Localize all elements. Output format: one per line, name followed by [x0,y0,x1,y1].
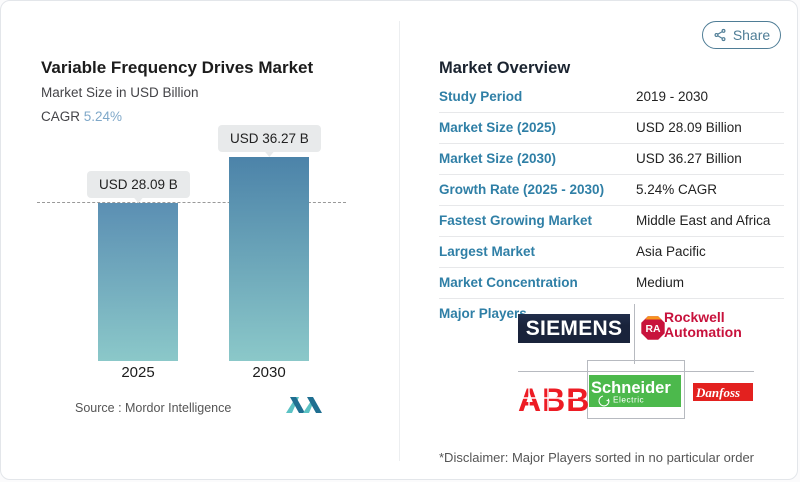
svg-text:Electric: Electric [613,395,644,405]
svg-text:Danfoss: Danfoss [695,385,740,400]
svg-text:RA: RA [645,324,661,335]
